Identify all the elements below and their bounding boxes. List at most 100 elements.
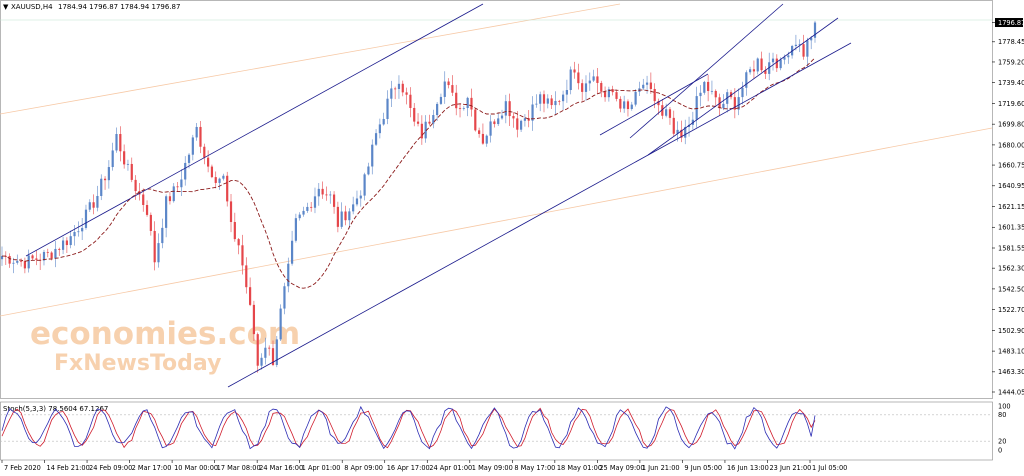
candle-body bbox=[73, 232, 76, 237]
candle-body bbox=[539, 94, 542, 104]
candle-body bbox=[416, 121, 420, 124]
candle-body bbox=[19, 260, 23, 262]
candle-body bbox=[340, 211, 343, 227]
candle-body bbox=[519, 120, 523, 130]
candle-body bbox=[325, 194, 328, 196]
candle-body bbox=[695, 96, 698, 120]
stoch-signal-line bbox=[1, 407, 816, 449]
price-tick-label: 1542.50 bbox=[998, 285, 1024, 293]
stoch-main-line bbox=[1, 405, 816, 450]
candle-body bbox=[680, 129, 683, 138]
candle-body bbox=[165, 196, 168, 228]
stoch-tick-label: 0 bbox=[998, 446, 1002, 454]
candle-body bbox=[397, 83, 401, 90]
candle-body bbox=[126, 163, 130, 165]
candle-body bbox=[371, 144, 374, 167]
watermark-line2: FxNewsToday bbox=[54, 351, 221, 376]
candle-body bbox=[168, 196, 172, 202]
candle-body bbox=[321, 188, 324, 195]
candle-body bbox=[645, 82, 649, 85]
candle-body bbox=[561, 94, 565, 102]
candle-body bbox=[405, 92, 408, 95]
candle-body bbox=[420, 123, 423, 139]
candle-body bbox=[718, 97, 721, 109]
candle-body bbox=[294, 218, 298, 241]
candle-body bbox=[813, 22, 817, 38]
candle-body bbox=[771, 58, 775, 63]
price-tick-label: 1581.55 bbox=[998, 244, 1024, 252]
candle-body bbox=[184, 162, 187, 180]
candle-body bbox=[115, 134, 118, 151]
candle-body bbox=[46, 251, 49, 253]
candle-body bbox=[569, 69, 572, 91]
price-tick-label: 1444.05 bbox=[998, 388, 1024, 396]
candle-body bbox=[546, 98, 549, 104]
price-tick-label: 1640.95 bbox=[998, 182, 1024, 190]
fib-line bbox=[0, 3, 621, 115]
candle-body bbox=[500, 115, 504, 119]
candle-body bbox=[241, 245, 244, 266]
candle-body bbox=[672, 117, 675, 134]
channel-upper bbox=[25, 3, 484, 257]
candle-body bbox=[775, 58, 778, 69]
candle-body bbox=[134, 179, 137, 192]
candle-body bbox=[229, 201, 233, 223]
candle-body bbox=[256, 334, 259, 366]
candle-body bbox=[138, 191, 141, 195]
price-tick-label: 1680.00 bbox=[998, 141, 1024, 149]
candle-body bbox=[657, 101, 660, 106]
price-tick-label: 1739.40 bbox=[998, 79, 1024, 87]
candle-body bbox=[107, 167, 110, 181]
candle-body bbox=[623, 101, 626, 109]
candle-body bbox=[359, 195, 362, 199]
candle-body bbox=[218, 178, 221, 183]
candle-body bbox=[88, 202, 91, 210]
candle-body bbox=[481, 133, 485, 144]
candle-body bbox=[535, 103, 538, 105]
time-tick-label: 16 Jun 13:00 bbox=[727, 464, 769, 472]
candle-body bbox=[214, 177, 217, 183]
candle-body bbox=[760, 58, 763, 71]
candle-body bbox=[245, 265, 248, 288]
candle-body bbox=[130, 163, 133, 180]
candle-body bbox=[298, 214, 301, 219]
moving-average bbox=[2, 57, 816, 289]
candle-body bbox=[703, 81, 706, 93]
candle-body bbox=[119, 134, 122, 152]
time-tick-label: 2 Mar 17:00 bbox=[132, 464, 172, 472]
price-tick-label: 1522.70 bbox=[998, 306, 1024, 314]
candle-body bbox=[810, 37, 813, 41]
candle-body bbox=[195, 126, 198, 138]
candle-body bbox=[12, 262, 15, 264]
candle-body bbox=[199, 126, 202, 147]
candle-body bbox=[558, 100, 561, 102]
candle-body bbox=[802, 44, 805, 57]
time-tick-label: 18 May 01:00 bbox=[557, 464, 602, 472]
candle-body bbox=[447, 81, 450, 86]
candle-body bbox=[508, 101, 511, 117]
time-tick-label: 14 Feb 21:00 bbox=[47, 464, 90, 472]
candle-body bbox=[798, 44, 801, 45]
candle-body bbox=[367, 166, 370, 175]
candle-body bbox=[592, 76, 595, 81]
candle-body bbox=[226, 175, 229, 202]
candle-body bbox=[268, 347, 271, 349]
candle-body bbox=[271, 348, 275, 365]
candle-body bbox=[626, 101, 630, 110]
candle-body bbox=[596, 76, 599, 83]
candle-body bbox=[332, 194, 336, 207]
candle-body bbox=[745, 72, 748, 88]
candle-body bbox=[733, 97, 736, 110]
candle-body bbox=[600, 82, 603, 92]
price-tick-label: 1483.10 bbox=[998, 348, 1024, 356]
chart-title-arrow[interactable]: ▼ bbox=[3, 3, 9, 11]
ma-line bbox=[2, 57, 816, 289]
candle-body bbox=[355, 198, 359, 205]
candle-body bbox=[779, 59, 782, 69]
candle-body bbox=[348, 211, 351, 221]
candle-body bbox=[661, 105, 664, 116]
candle-body bbox=[363, 174, 366, 196]
candle-body bbox=[485, 135, 488, 144]
